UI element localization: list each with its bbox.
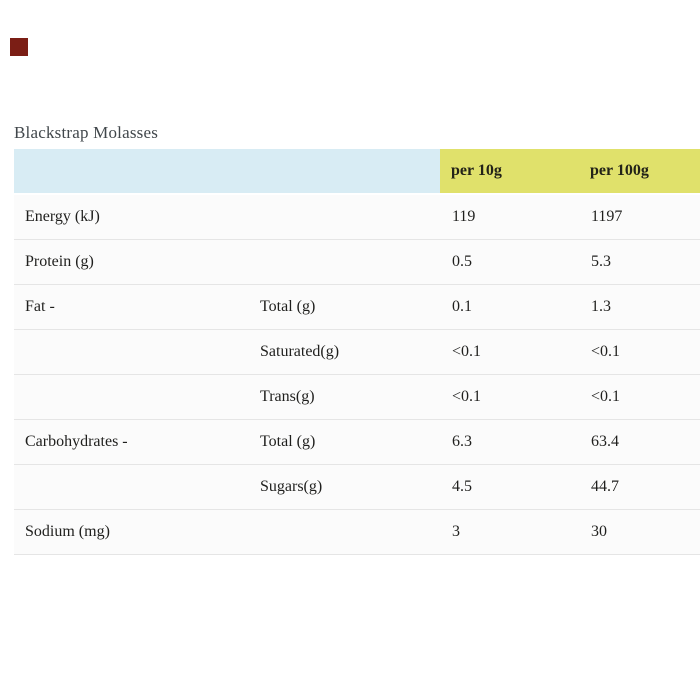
value-per-10g: 0.1: [440, 283, 579, 329]
value-per-100g: 5.3: [579, 238, 700, 284]
value-per-100g: 1197: [579, 194, 700, 239]
header-empty-cell: [14, 149, 440, 195]
nutrient-sublabel: [260, 508, 440, 555]
nutrient-label: Protein (g): [14, 238, 260, 284]
value-per-100g: 30: [579, 508, 700, 555]
nutrient-label: Carbohydrates -: [14, 418, 260, 464]
nutrient-sublabel: Total (g): [260, 283, 440, 329]
nutrient-sublabel: [260, 238, 440, 284]
nutrient-sublabel: Sugars(g): [260, 463, 440, 509]
table-body: Energy (kJ) 119 1197 Protein (g) 0.5 5.3…: [14, 194, 700, 555]
nutrient-label: Sodium (mg): [14, 508, 260, 555]
header-per-100g: per 100g: [579, 149, 700, 195]
nutrient-label: [14, 463, 260, 509]
value-per-10g: 4.5: [440, 463, 579, 509]
page-title: Blackstrap Molasses: [14, 123, 159, 142]
nutrient-sublabel: [260, 194, 440, 239]
table-row: Energy (kJ) 119 1197: [14, 194, 700, 239]
decorative-square: [10, 38, 28, 56]
table-row: Trans(g) <0.1 <0.1: [14, 373, 700, 419]
value-per-10g: 0.5: [440, 238, 579, 284]
table-row: Sodium (mg) 3 30: [14, 508, 700, 555]
nutrient-sublabel: Total (g): [260, 418, 440, 464]
nutrient-label: [14, 328, 260, 374]
nutrient-label: [14, 373, 260, 419]
nutrition-table: per 10g per 100g Energy (kJ) 119 1197 Pr…: [14, 149, 700, 555]
header-per-10g: per 10g: [440, 149, 579, 195]
nutrient-sublabel: Saturated(g): [260, 328, 440, 374]
value-per-100g: 44.7: [579, 463, 700, 509]
value-per-100g: <0.1: [579, 328, 700, 374]
value-per-100g: <0.1: [579, 373, 700, 419]
value-per-100g: 1.3: [579, 283, 700, 329]
nutrient-label: Energy (kJ): [14, 194, 260, 239]
table-header-row: per 10g per 100g: [14, 149, 700, 195]
table-header: per 10g per 100g: [14, 149, 700, 195]
content-area: Blackstrap Molasses per 10g per 100g Ene…: [14, 123, 700, 555]
nutrient-sublabel: Trans(g): [260, 373, 440, 419]
table-row: Protein (g) 0.5 5.3: [14, 238, 700, 284]
value-per-10g: <0.1: [440, 373, 579, 419]
value-per-10g: 119: [440, 194, 579, 239]
table-row: Fat - Total (g) 0.1 1.3: [14, 283, 700, 329]
value-per-10g: 6.3: [440, 418, 579, 464]
table-row: Carbohydrates - Total (g) 6.3 63.4: [14, 418, 700, 464]
value-per-100g: 63.4: [579, 418, 700, 464]
nutrient-label: Fat -: [14, 283, 260, 329]
value-per-10g: 3: [440, 508, 579, 555]
table-row: Saturated(g) <0.1 <0.1: [14, 328, 700, 374]
value-per-10g: <0.1: [440, 328, 579, 374]
table-row: Sugars(g) 4.5 44.7: [14, 463, 700, 509]
